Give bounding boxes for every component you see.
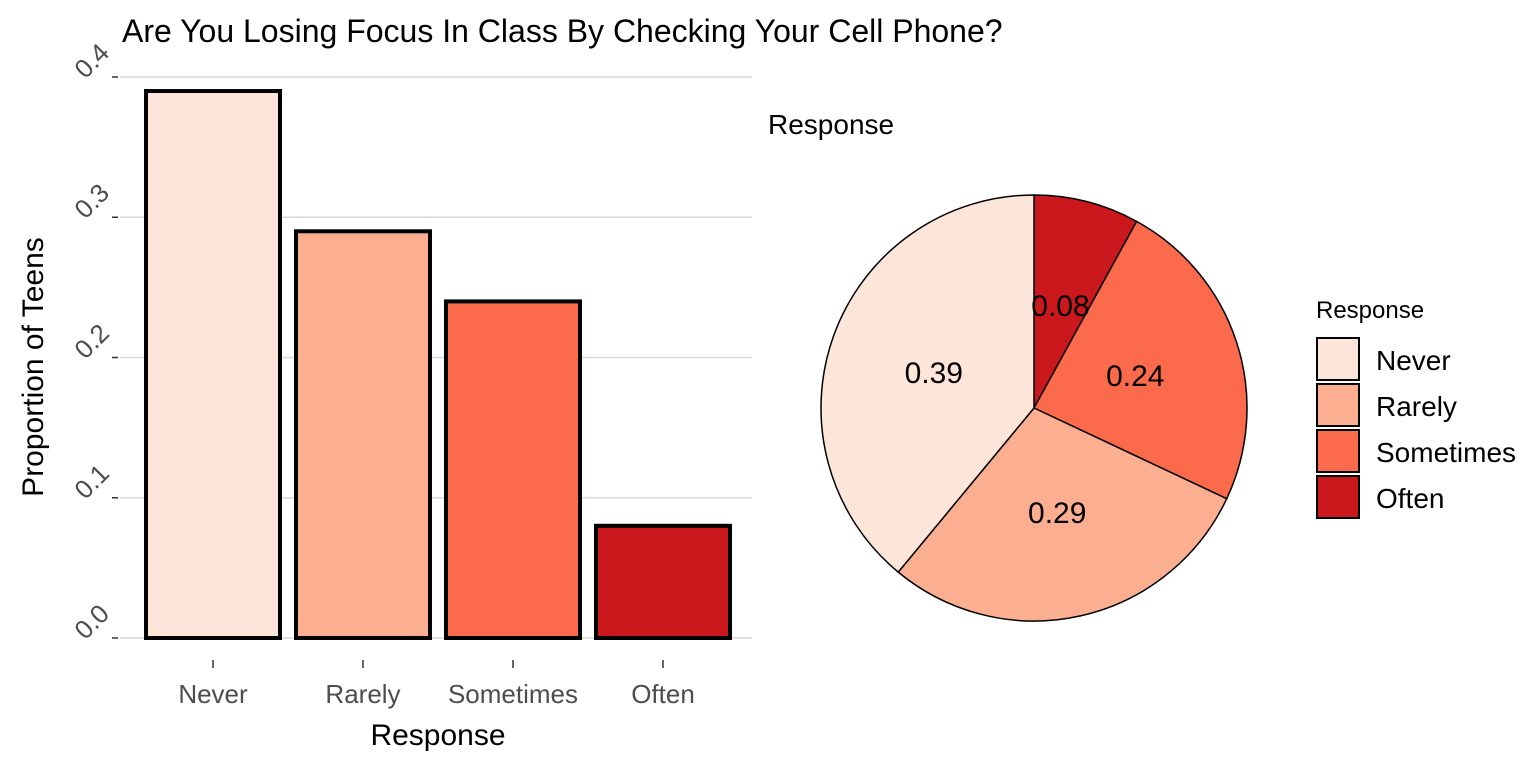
y-tick-label: 0.1 xyxy=(68,458,115,505)
bar-x-axis: Never Rarely Sometimes Often xyxy=(178,660,695,709)
x-tick-label: Never xyxy=(178,679,248,709)
pie-title: Response xyxy=(768,109,894,140)
pie-slice-label: 0.08 xyxy=(1031,290,1089,323)
y-tick-label: 0.0 xyxy=(68,598,115,645)
x-tick-label: Sometimes xyxy=(448,679,578,709)
legend-label: Never xyxy=(1376,345,1451,376)
chart-title: Are You Losing Focus In Class By Checkin… xyxy=(122,13,1003,49)
x-tick-label: Often xyxy=(631,679,695,709)
x-tick-label: Rarely xyxy=(325,679,400,709)
y-tick-label: 0.4 xyxy=(68,37,115,84)
bar-rarely xyxy=(294,229,432,640)
legend-key-never xyxy=(1316,337,1360,381)
pie-chart-panel: Response 0.08 0.24 0.29 0.39 xyxy=(768,109,1248,622)
pie-labels: 0.08 0.24 0.29 0.39 xyxy=(905,290,1165,530)
pie-slice-often xyxy=(1033,194,1138,409)
pie-slices xyxy=(820,194,1248,622)
y-axis-title: Proportion of Teens xyxy=(17,237,50,497)
legend-label: Rarely xyxy=(1376,391,1457,422)
pie-slice-sometimes xyxy=(1032,220,1248,500)
bar-never xyxy=(144,89,282,640)
bar-sometimes xyxy=(444,299,582,640)
legend-key-sometimes xyxy=(1316,429,1360,473)
legend-items: Never Rarely Sometimes Often xyxy=(1316,337,1516,519)
y-tick-label: 0.3 xyxy=(68,177,115,224)
pie-slice-label: 0.29 xyxy=(1028,497,1086,530)
y-tick-label: 0.2 xyxy=(68,318,115,365)
legend-key-rarely xyxy=(1316,383,1360,427)
bar-y-axis: 0.0 0.1 0.2 0.3 0.4 xyxy=(68,37,118,645)
bar-often xyxy=(594,523,732,640)
legend: Response Never Rarely Sometimes Often xyxy=(1316,297,1516,519)
x-axis-title: Response xyxy=(370,719,505,752)
bar-chart-panel: 0.0 0.1 0.2 0.3 0.4 Never Rarely Sometimes Ofte… xyxy=(17,37,752,752)
pie-slice-label: 0.24 xyxy=(1106,360,1164,393)
pie-slice-label: 0.39 xyxy=(905,357,963,390)
pie-slice-never xyxy=(820,194,1035,574)
bar-series xyxy=(144,89,732,640)
pie-slice-rarely xyxy=(897,407,1228,622)
legend-key-often xyxy=(1316,475,1360,519)
legend-label: Often xyxy=(1376,483,1444,514)
legend-title: Response xyxy=(1316,297,1424,324)
legend-label: Sometimes xyxy=(1376,437,1516,468)
